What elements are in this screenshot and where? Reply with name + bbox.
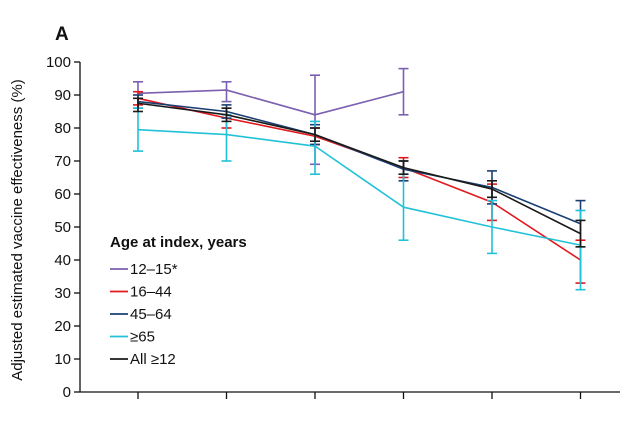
error-bar bbox=[133, 97, 143, 113]
legend: Age at index, years 12–15* 16–44 45–64 ≥65 A… bbox=[110, 234, 247, 368]
axes bbox=[79, 62, 620, 393]
series-line bbox=[137, 89, 404, 116]
error-bar bbox=[398, 160, 409, 175]
y-tick-label: 50 bbox=[54, 219, 71, 236]
error-bar bbox=[575, 219, 586, 248]
y-axis-title: Adjusted estimated vaccine effectiveness… bbox=[9, 79, 26, 381]
series-line bbox=[137, 128, 581, 246]
series-line bbox=[137, 100, 581, 225]
y-tick-label: 0 bbox=[63, 384, 71, 401]
error-bar bbox=[487, 180, 497, 199]
legend-items: 12–15* 16–44 45–64 ≥65 All ≥12 bbox=[110, 261, 178, 368]
error-bar bbox=[310, 127, 320, 142]
legend-item: 12–15* bbox=[110, 261, 178, 278]
series-2 bbox=[133, 94, 586, 248]
legend-label: ≥65 bbox=[130, 329, 155, 346]
y-tick-label: 70 bbox=[54, 153, 71, 170]
legend-item: 16–44 bbox=[110, 284, 172, 301]
series-1 bbox=[133, 90, 586, 284]
legend-label: 12–15* bbox=[130, 261, 178, 278]
error-bar bbox=[487, 199, 497, 255]
series-layer bbox=[133, 67, 586, 291]
y-tick-label: 90 bbox=[54, 87, 71, 104]
legend-title: Age at index, years bbox=[110, 234, 247, 251]
y-tick-label: 40 bbox=[54, 252, 71, 269]
panel-label: A bbox=[55, 24, 69, 45]
error-bar bbox=[398, 67, 409, 116]
legend-label: 45–64 bbox=[130, 306, 172, 323]
y-tick-label: 20 bbox=[54, 318, 71, 335]
y-tick-label: 10 bbox=[54, 351, 71, 368]
y-tick-label: 30 bbox=[54, 285, 71, 302]
legend-item: All ≥12 bbox=[110, 351, 176, 368]
y-tick-label: 80 bbox=[54, 120, 71, 137]
series-0 bbox=[133, 67, 409, 166]
series-4 bbox=[133, 97, 586, 248]
series-3 bbox=[133, 107, 586, 291]
y-tick-label: 60 bbox=[54, 186, 71, 203]
x-ticks bbox=[137, 392, 582, 399]
error-bar bbox=[221, 81, 232, 103]
legend-label: All ≥12 bbox=[130, 351, 176, 368]
legend-item: 45–64 bbox=[110, 306, 172, 323]
y-tick-label: 100 bbox=[46, 54, 71, 71]
y-ticks: 0 10 20 30 40 50 60 70 80 90 100 bbox=[46, 54, 80, 401]
series-line bbox=[137, 102, 581, 235]
legend-label: 16–44 bbox=[130, 284, 172, 301]
error-bar bbox=[221, 107, 232, 123]
legend-item: ≥65 bbox=[110, 329, 155, 346]
